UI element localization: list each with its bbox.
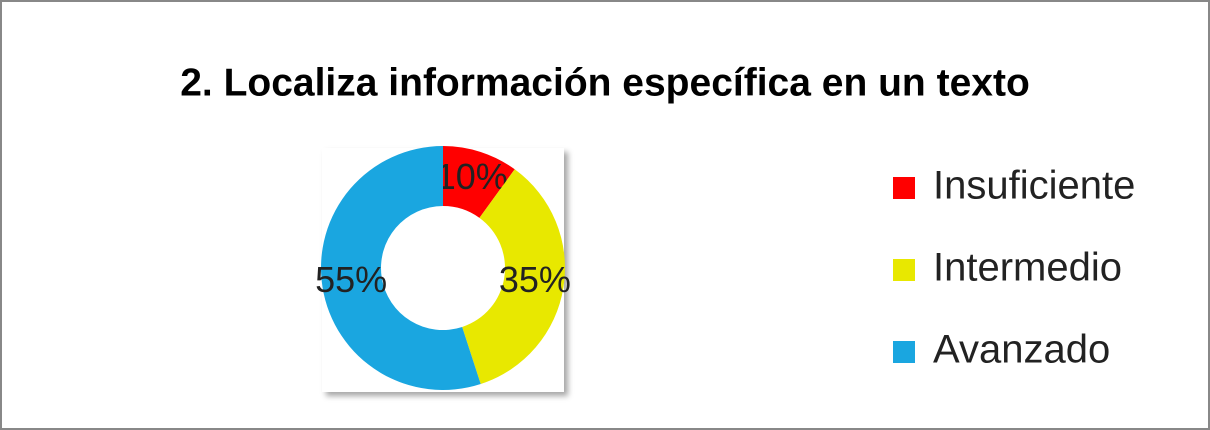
donut-segment [321, 146, 481, 391]
legend-label: Avanzado [933, 328, 1110, 372]
data-label: 35% [499, 259, 571, 300]
legend-label: Intermedio [933, 246, 1122, 290]
data-label: 55% [315, 259, 387, 300]
legend-label: Insuficiente [933, 164, 1135, 208]
chart-title: 2. Localiza información específica en un… [180, 61, 1030, 104]
donut-segment [443, 146, 515, 218]
legend-swatch [893, 259, 915, 281]
legend-swatch [893, 341, 915, 363]
data-label: 10% [436, 156, 508, 197]
donut-segment [462, 169, 565, 385]
legend-swatch [893, 177, 915, 199]
